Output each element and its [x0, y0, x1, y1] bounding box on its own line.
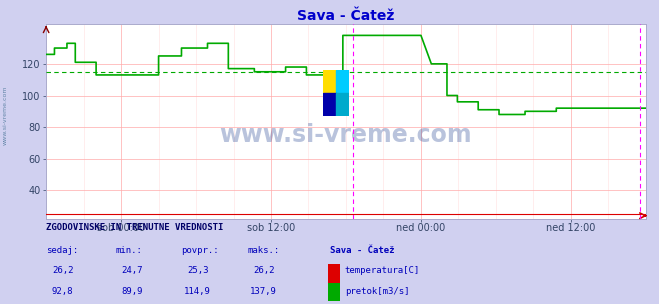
Bar	[323, 70, 336, 93]
Bar	[336, 70, 349, 93]
Text: sedaj:: sedaj:	[46, 246, 78, 255]
Text: min.:: min.:	[115, 246, 142, 255]
Text: 26,2: 26,2	[253, 266, 274, 275]
Text: ZGODOVINSKE IN TRENUTNE VREDNOSTI: ZGODOVINSKE IN TRENUTNE VREDNOSTI	[46, 223, 223, 233]
Text: pretok[m3/s]: pretok[m3/s]	[345, 287, 409, 296]
Bar	[323, 93, 336, 116]
Text: 137,9: 137,9	[250, 287, 277, 296]
Text: temperatura[C]: temperatura[C]	[345, 266, 420, 275]
Text: 89,9: 89,9	[121, 287, 142, 296]
Text: 92,8: 92,8	[52, 287, 73, 296]
Text: 24,7: 24,7	[121, 266, 142, 275]
Text: 26,2: 26,2	[52, 266, 73, 275]
Bar	[336, 93, 349, 116]
Text: www.si-vreme.com: www.si-vreme.com	[3, 86, 8, 145]
Text: maks.:: maks.:	[247, 246, 279, 255]
Text: www.si-vreme.com: www.si-vreme.com	[219, 123, 473, 147]
Text: 114,9: 114,9	[185, 287, 211, 296]
Text: povpr.:: povpr.:	[181, 246, 219, 255]
Title: Sava - Čatež: Sava - Čatež	[297, 9, 395, 23]
Text: 25,3: 25,3	[187, 266, 208, 275]
Text: Sava - Čatež: Sava - Čatež	[330, 246, 394, 255]
